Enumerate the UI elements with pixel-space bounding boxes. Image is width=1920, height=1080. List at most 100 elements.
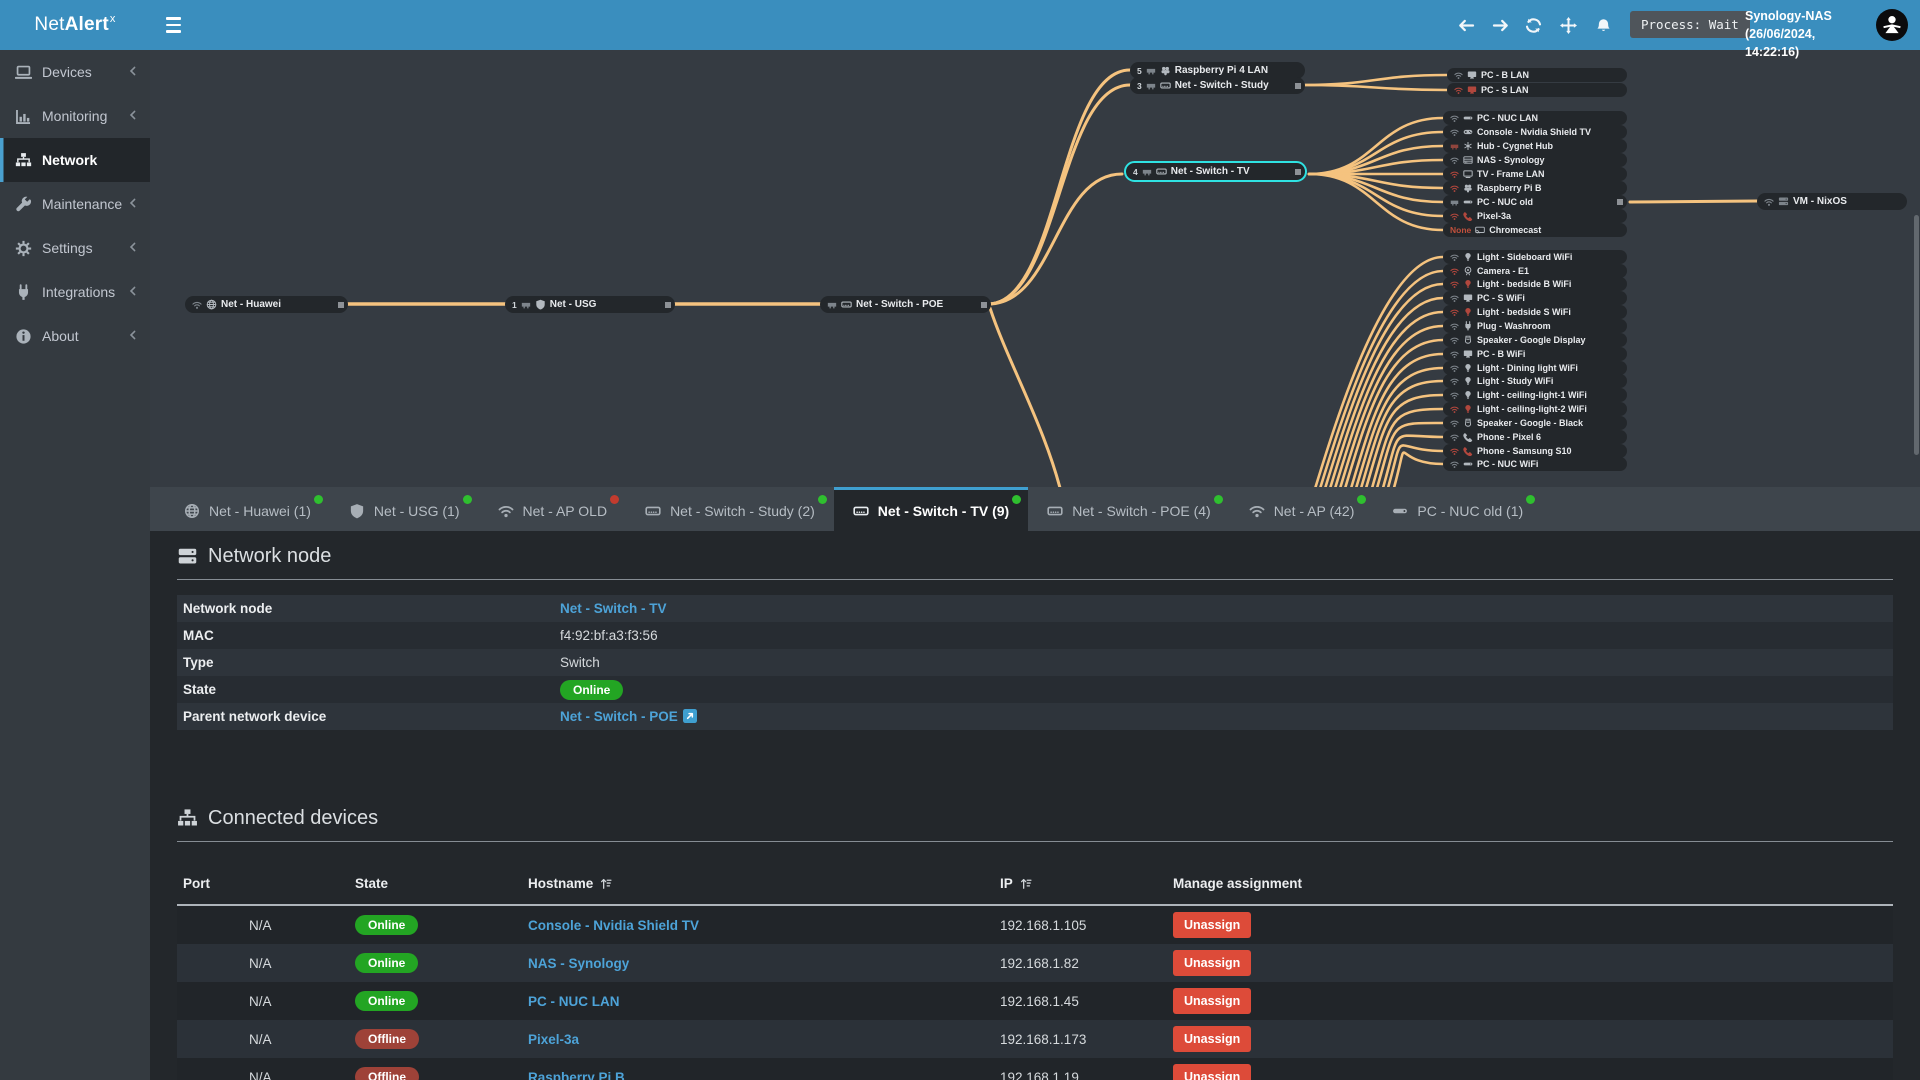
process-status-badge[interactable]: Process: Wait: [1630, 11, 1750, 38]
node-label: Light - ceiling-light-1 WiFi: [1477, 390, 1587, 400]
topology-edge: [1307, 172, 1445, 232]
topology-node-net-switch-study[interactable]: 3 Net - Switch - Study: [1130, 77, 1305, 94]
topology-node-raspberry-pi-b[interactable]: Raspberry Pi B: [1443, 181, 1627, 195]
topology-node-pc-b-wifi[interactable]: PC - B WiFi: [1443, 347, 1627, 361]
sidebar-item-integrations[interactable]: Integrations: [0, 270, 150, 314]
topology-node-light-bedside-b-wifi[interactable]: Light - bedside B WiFi: [1443, 277, 1627, 291]
unassign-button[interactable]: Unassign: [1173, 1026, 1252, 1052]
topology-node-net-huawei[interactable]: Net - Huawei: [185, 296, 348, 313]
tab-net-ap-42-[interactable]: Net - AP (42): [1230, 487, 1374, 531]
topology-node-tv-frame-lan[interactable]: TV - Frame LAN: [1443, 167, 1627, 181]
topology-node-chromecast[interactable]: None Chromecast: [1443, 223, 1627, 237]
refresh-button[interactable]: [1518, 10, 1548, 40]
move-icon: [1560, 17, 1577, 34]
unassign-button[interactable]: Unassign: [1173, 950, 1252, 976]
topology-edge: [1324, 282, 1445, 487]
node-label: Camera - E1: [1477, 266, 1530, 276]
topology-node-pc-nuc-wifi[interactable]: PC - NUC WiFi: [1443, 457, 1627, 471]
topology-node-light-dining-light-wifi[interactable]: Light - Dining light WiFi: [1443, 361, 1627, 375]
topology-node-speaker-google-display[interactable]: Speaker - Google Display: [1443, 333, 1627, 347]
tab-net-huawei-1-[interactable]: Net - Huawei (1): [165, 487, 330, 531]
topology-node-phone-samsung-s10[interactable]: Phone - Samsung S10: [1443, 444, 1627, 458]
topology-node-pc-b-lan[interactable]: PC - B LAN: [1447, 68, 1627, 82]
column-header-hostname[interactable]: Hostname: [528, 876, 1000, 891]
app-logo[interactable]: Net Alert x: [0, 0, 150, 50]
node-connector-handle[interactable]: [338, 301, 344, 308]
topology-node-raspberry-pi-4-lan[interactable]: 5 Raspberry Pi 4 LAN: [1130, 62, 1305, 79]
sidebar-item-devices[interactable]: Devices: [0, 50, 150, 94]
topology-node-light-study-wifi[interactable]: Light - Study WiFi: [1443, 374, 1627, 388]
topology-node-pc-nuc-lan[interactable]: PC - NUC LAN: [1443, 111, 1627, 125]
logo-text-alert: Alert: [64, 14, 109, 35]
sidebar-item-network[interactable]: Network: [0, 138, 150, 182]
hostname-link[interactable]: NAS - Synology: [528, 955, 630, 971]
topology-node-pixel-3a[interactable]: Pixel-3a: [1443, 209, 1627, 223]
user-name: Synology-NAS: [1745, 9, 1832, 23]
sidebar-item-about[interactable]: About: [0, 314, 150, 358]
unassign-button[interactable]: Unassign: [1173, 1064, 1252, 1080]
diagram-scrollbar[interactable]: [1914, 215, 1919, 455]
topology-node-light-ceiling-light-1-wifi[interactable]: Light - ceiling-light-1 WiFi: [1443, 388, 1627, 402]
node-connector-handle[interactable]: [1295, 168, 1301, 175]
sidebar-toggle-hamburger-icon[interactable]: [160, 12, 188, 38]
detail-value-link[interactable]: Net - Switch - POE: [560, 709, 678, 724]
avatar[interactable]: [1876, 9, 1908, 41]
laptop-icon: [15, 64, 32, 81]
cell-state: Online: [355, 915, 528, 935]
tab-net-switch-study-2-[interactable]: Net - Switch - Study (2): [626, 487, 834, 531]
node-connector-handle[interactable]: [1617, 199, 1623, 205]
topology-node-plug-washroom[interactable]: Plug - Washroom: [1443, 319, 1627, 333]
cell-state: Offline: [355, 1067, 528, 1080]
node-connector-handle[interactable]: [665, 301, 671, 308]
monitor-icon: [1463, 293, 1473, 303]
topology-node-console-nvidia-shield-tv[interactable]: Console - Nvidia Shield TV: [1443, 125, 1627, 139]
section-title-text: Network node: [208, 545, 332, 567]
topology-node-phone-pixel-6[interactable]: Phone - Pixel 6: [1443, 430, 1627, 444]
network-node-section-title: Network node: [177, 545, 1893, 568]
topology-node-speaker-google-black[interactable]: Speaker - Google - Black: [1443, 416, 1627, 430]
notifications-button[interactable]: [1588, 10, 1618, 40]
node-connector-handle[interactable]: [981, 301, 987, 308]
sidebar-item-maintenance[interactable]: Maintenance: [0, 182, 150, 226]
topology-node-nas-synology[interactable]: NAS - Synology: [1443, 153, 1627, 167]
node-connector-handle[interactable]: [1295, 82, 1301, 89]
wifi-icon: [1450, 184, 1459, 193]
nav-forward-button[interactable]: [1485, 10, 1515, 40]
tab-net-usg-1-[interactable]: Net - USG (1): [330, 487, 479, 531]
topology-node-pc-s-wifi[interactable]: PC - S WiFi: [1443, 291, 1627, 305]
topology-node-net-switch-poe[interactable]: Net - Switch - POE: [820, 296, 991, 313]
topology-node-camera-e1[interactable]: Camera - E1: [1443, 264, 1627, 278]
topology-node-light-sideboard-wifi[interactable]: Light - Sideboard WiFi: [1443, 250, 1627, 264]
topology-node-pc-nuc-old[interactable]: PC - NUC old: [1443, 195, 1627, 209]
tab-net-ap-old[interactable]: Net - AP OLD: [479, 487, 627, 531]
sidebar-item-settings[interactable]: Settings: [0, 226, 150, 270]
topology-node-net-usg[interactable]: 1 Net - USG: [505, 296, 675, 313]
topology-node-net-switch-tv[interactable]: 4 Net - Switch - TV: [1124, 161, 1307, 182]
topology-node-light-bedside-s-wifi[interactable]: Light - bedside S WiFi: [1443, 305, 1627, 319]
hostname-link[interactable]: Console - Nvidia Shield TV: [528, 917, 700, 933]
topology-node-hub-cygnet-hub[interactable]: Hub - Cygnet Hub: [1443, 139, 1627, 153]
topology-node-pc-s-lan[interactable]: PC - S LAN: [1447, 83, 1627, 97]
topology-node-vm-nixos[interactable]: VM - NixOS: [1757, 193, 1907, 210]
hostname-link[interactable]: Pixel-3a: [528, 1031, 580, 1047]
detail-value-link[interactable]: Net - Switch - TV: [560, 601, 667, 616]
pan-move-button[interactable]: [1553, 10, 1583, 40]
node-label: Plug - Washroom: [1477, 321, 1551, 331]
sitemap-icon: [15, 152, 32, 169]
unassign-button[interactable]: Unassign: [1173, 912, 1252, 938]
tab-pc-nuc-old-1-[interactable]: PC - NUC old (1): [1373, 487, 1542, 531]
sidebar-item-monitoring[interactable]: Monitoring: [0, 94, 150, 138]
hostname-link[interactable]: PC - NUC LAN: [528, 993, 620, 1009]
nav-back-button[interactable]: [1451, 10, 1481, 40]
person-icon: [1881, 14, 1903, 36]
column-header-ip[interactable]: IP: [1000, 876, 1173, 891]
node-label: PC - S WiFi: [1477, 293, 1525, 303]
tab-net-switch-tv-9-[interactable]: Net - Switch - TV (9): [833, 487, 1029, 531]
topology-edge: [986, 83, 1132, 306]
topology-node-light-ceiling-light-2-wifi[interactable]: Light - ceiling-light-2 WiFi: [1443, 402, 1627, 416]
hostname-link[interactable]: Raspberry Pi B: [528, 1069, 625, 1080]
network-topology-diagram[interactable]: Net - Huawei 1 Net - USG Net - Switch - POE…: [150, 50, 1920, 487]
unassign-button[interactable]: Unassign: [1173, 988, 1252, 1014]
tab-net-switch-poe-4-[interactable]: Net - Switch - POE (4): [1028, 487, 1229, 531]
chevron-left-icon: [127, 109, 139, 121]
